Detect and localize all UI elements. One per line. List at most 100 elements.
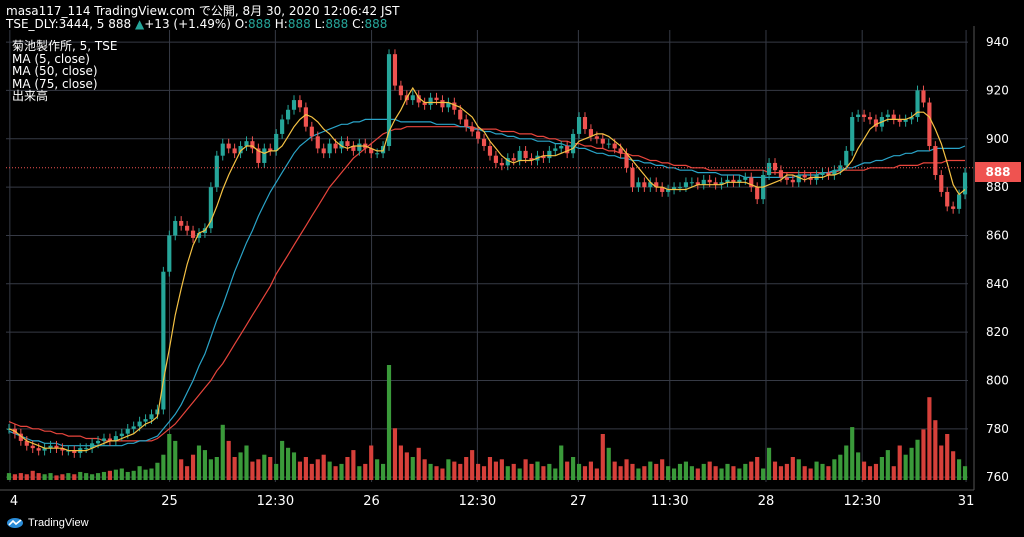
tradingview-brand[interactable]: TradingView [6,514,89,532]
candle-body [458,109,463,120]
volume-bar [624,459,629,480]
volume-bar [369,445,374,480]
candle-body [666,189,671,192]
volume-bar [226,440,231,480]
volume-bar [386,365,392,480]
y-tick-label: 880 [986,180,1009,194]
volume-bar [84,473,89,480]
volume-bar [618,466,623,480]
volume-bar [606,447,611,480]
candle-body [137,421,142,427]
candle-body [244,141,249,147]
y-tick-label: 840 [986,277,1009,291]
candle-body [375,153,380,155]
candle-body [939,175,944,192]
volume-bar [24,474,29,480]
brand-label: TradingView [28,517,89,529]
candle-body [766,162,772,176]
candle-body [897,119,902,122]
candle-body [232,148,237,154]
candle-body [262,148,267,163]
volume-bar [553,468,558,480]
volume-bar [274,463,279,480]
candle-body [470,126,475,132]
candle-body [772,162,778,171]
candle-body [755,187,760,200]
candle-body [256,148,261,163]
candle-body [903,119,908,122]
candle-body [541,155,546,159]
candle-body [820,172,825,176]
legend-ma5[interactable]: MA (5, close) [12,51,90,66]
ma75-series [8,126,965,442]
candle-body [107,438,112,441]
legend-ma50[interactable]: MA (50, close) [12,64,98,79]
volume-bar [250,461,255,480]
candle-body [862,114,867,118]
legend-ma75[interactable]: MA (75, close) [12,76,98,91]
candle-body [743,177,748,180]
volume-bar [155,462,160,480]
candle-body [689,182,694,184]
candle-body [933,146,938,176]
volume-bar [879,457,884,480]
candle-body [321,148,326,154]
volume-bar [422,459,427,480]
volume-bar [196,445,202,480]
candle-body [790,179,795,183]
ma50-series [8,118,966,447]
candle-body [238,146,243,154]
legend-volume[interactable]: 出来高 [12,89,49,104]
candle-body [553,148,558,151]
volume-bar [434,466,439,480]
candle-body [268,148,273,151]
open-label: O: [234,17,249,31]
candle-body [60,448,65,451]
volume-bar [30,470,35,480]
candle-body [285,109,291,120]
candle-body [683,182,689,188]
candle-body [796,175,801,183]
volume-bar [951,451,956,480]
close-value: 888 [364,17,388,31]
candle-body [511,158,516,161]
x-tick-label: 4 [10,494,18,509]
volume-bar [244,445,249,480]
volume-bar [220,424,225,480]
volume-bar [844,445,849,480]
candle-body [315,136,320,149]
price-axis[interactable]: 940 920 900 880 860 840 820 800 780 760 [986,35,1009,484]
candle-body [143,419,148,422]
candle-body [588,129,593,137]
candle-body [612,143,617,149]
legend-symbol[interactable]: 菊池製作所, 5, TSE [12,39,118,53]
volume-bar [101,471,107,480]
candle-body [826,172,831,176]
candle-body [416,95,421,103]
y-tick-label: 920 [986,83,1009,97]
y-tick-label: 820 [986,325,1009,339]
candle-body [885,114,890,118]
volume-bar [749,461,754,480]
candle-body [856,114,861,118]
y-tick-label: 760 [986,470,1009,484]
volume-bar [285,447,291,480]
candle-body [36,448,41,451]
candle-body [161,271,166,410]
time-axis[interactable]: 4 25 12:30 26 12:30 27 11:30 28 12:30 31 [10,494,975,509]
volume-bar [588,461,593,480]
candle-body [719,182,724,185]
candle-body [677,187,683,189]
volume-bar [256,459,261,480]
candle-body [428,97,433,105]
volume-bar [654,463,659,480]
volume-bar [202,450,208,480]
candle-body [297,100,303,108]
candle-body [571,133,576,154]
candle-body [72,450,77,453]
candle-body [24,440,29,446]
volume-bar [398,445,403,480]
high-label: H: [274,17,288,31]
candle-body [695,182,700,185]
